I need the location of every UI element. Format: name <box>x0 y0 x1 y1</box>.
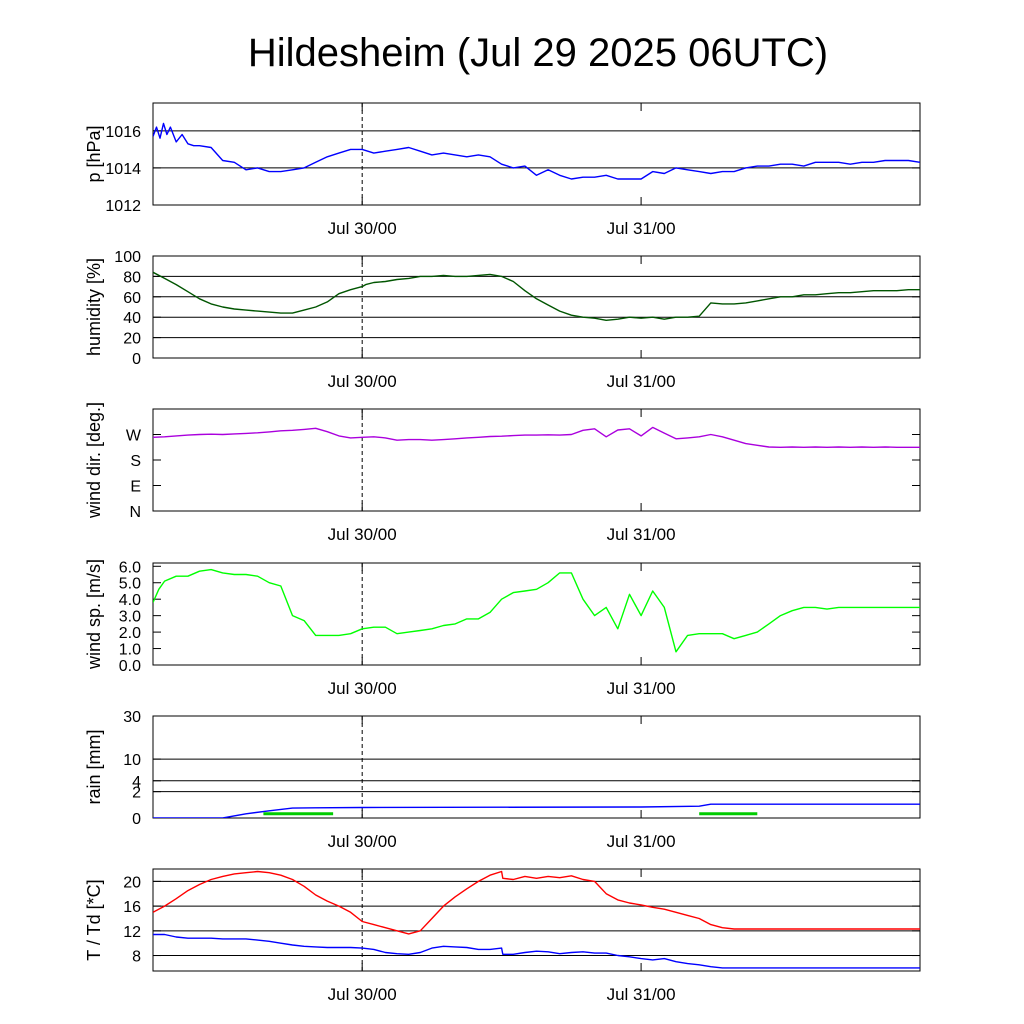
x-tick-label: Jul 31/00 <box>607 219 676 238</box>
series-wind_dir <box>153 426 920 448</box>
y-tick-label: 100 <box>114 249 141 266</box>
y-axis-label: p [hPa] <box>84 125 104 182</box>
y-tick-label: 0.0 <box>119 658 141 675</box>
plot-frame <box>152 562 921 666</box>
series-rain_total <box>153 803 920 818</box>
series-dewpoint <box>153 933 920 969</box>
series-line-wind_dir <box>153 426 920 448</box>
series-line-temperature <box>153 870 920 935</box>
y-tick-label: S <box>130 453 141 470</box>
y-tick-label: 0 <box>132 811 141 828</box>
x-tick-label: Jul 31/00 <box>607 985 676 1004</box>
y-tick-label: 8 <box>132 949 141 966</box>
series-line-rain_total <box>153 803 920 818</box>
x-tick-label: Jul 31/00 <box>607 832 676 851</box>
plot-frame <box>152 868 921 972</box>
series-line-pressure <box>153 122 920 180</box>
y-tick-label: 20 <box>123 331 141 348</box>
panel-5: 8 12 16 20 T / Td [*C] Jul 30/00 Jul 31/00 <box>84 868 921 1004</box>
y-tick-label: 6.0 <box>119 559 141 576</box>
y-tick-label: 80 <box>123 269 141 286</box>
y-tick-label: 1016 <box>105 124 141 141</box>
x-tick-label: Jul 30/00 <box>328 832 397 851</box>
chart-title: Hildesheim (Jul 29 2025 06UTC) <box>248 31 828 75</box>
y-axis-label: wind sp. [m/s] <box>84 559 104 670</box>
y-tick-label: 1012 <box>105 198 141 215</box>
series-line-humidity <box>153 271 920 321</box>
plot-frame <box>152 255 921 359</box>
plot-frame <box>152 715 921 819</box>
series-line-wind_speed <box>153 568 920 653</box>
y-tick-label: E <box>130 479 141 496</box>
plot-frame <box>152 102 921 206</box>
x-tick-label: Jul 30/00 <box>328 372 397 391</box>
y-tick-label: 2 <box>132 785 141 802</box>
y-tick-label: 20 <box>123 874 141 891</box>
series-pressure <box>153 122 920 180</box>
y-tick-label: 60 <box>123 290 141 307</box>
x-tick-label: Jul 31/00 <box>607 525 676 544</box>
y-tick-label: 30 <box>123 709 141 726</box>
x-tick-label: Jul 30/00 <box>328 679 397 698</box>
x-tick-label: Jul 31/00 <box>607 679 676 698</box>
y-tick-label: 12 <box>123 924 141 941</box>
y-tick-label: W <box>126 428 142 445</box>
y-axis-label: T / Td [*C] <box>84 879 104 960</box>
y-axis-label: wind dir. [deg.] <box>84 402 104 519</box>
y-tick-label: 2.0 <box>119 625 141 642</box>
y-tick-label: 0 <box>132 351 141 368</box>
y-tick-label: 10 <box>123 752 141 769</box>
plot-frame <box>152 408 921 512</box>
series-temperature <box>153 870 920 935</box>
y-tick-label: 4.0 <box>119 592 141 609</box>
y-tick-label: 3.0 <box>119 609 141 626</box>
series-wind_speed <box>153 568 920 653</box>
x-tick-label: Jul 30/00 <box>328 525 397 544</box>
y-tick-label: 16 <box>123 899 141 916</box>
series-line-dewpoint <box>153 933 920 969</box>
panel-3: 0.01.02.03.04.05.06.0 wind sp. [m/s] Jul 3… <box>84 559 921 698</box>
panel-4: 0 24 10 30 rain [mm] Jul 30/00 Jul 31/00 <box>84 709 921 851</box>
y-tick-label: 5.0 <box>119 576 141 593</box>
x-tick-label: Jul 31/00 <box>607 372 676 391</box>
x-tick-label: Jul 30/00 <box>328 219 397 238</box>
x-tick-label: Jul 30/00 <box>328 985 397 1004</box>
y-tick-label: 40 <box>123 310 141 327</box>
y-axis-label: humidity [%] <box>84 258 104 356</box>
panel-1: 0 20 40 60 80 100 humidity [%] Jul 30/00 Jul 31/… <box>84 249 921 391</box>
y-tick-label: 1.0 <box>119 642 141 659</box>
y-tick-label: N <box>129 504 141 521</box>
y-axis-label: rain [mm] <box>84 729 104 804</box>
series-humidity <box>153 271 920 321</box>
y-tick-label: 1014 <box>105 161 141 178</box>
y-tick-label: 4 <box>132 774 141 791</box>
